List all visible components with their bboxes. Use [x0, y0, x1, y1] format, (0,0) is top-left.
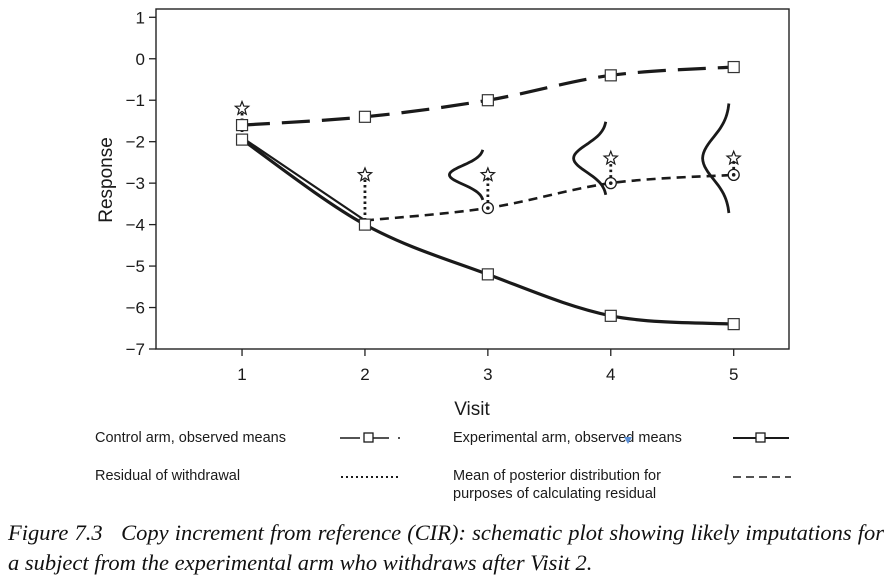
- y-tick-label: −1: [126, 91, 145, 110]
- square-marker: [604, 309, 617, 322]
- figure-caption: Figure 7.3 Copy increment from reference…: [8, 518, 884, 578]
- x-tick-label: 5: [729, 365, 738, 384]
- legend-experimental-key: [733, 432, 789, 443]
- y-tick-label: −4: [126, 216, 145, 235]
- x-tick-label: 3: [483, 365, 492, 384]
- square-marker: [235, 118, 249, 132]
- legend-control-label: Control arm, observed means: [95, 430, 286, 446]
- legend-experimental-label: Experimental arm, observed means: [453, 429, 682, 447]
- legend-posterior-key: [733, 476, 791, 478]
- square-marker: [727, 60, 740, 74]
- legend-residual-key: [341, 476, 401, 478]
- x-tick-label: 1: [237, 365, 246, 384]
- posterior-density-curve: [701, 103, 731, 214]
- star-marker: [725, 149, 742, 166]
- y-tick-label: −2: [126, 133, 145, 152]
- x-tick-label: 2: [360, 365, 369, 384]
- y-tick-label: −7: [126, 340, 145, 359]
- y-tick-label: −6: [126, 299, 145, 318]
- square-marker: [358, 218, 372, 231]
- y-tick-label: −3: [126, 174, 145, 193]
- square-marker: [358, 110, 372, 123]
- star-marker: [233, 99, 251, 116]
- y-tick-label: −5: [126, 257, 145, 276]
- legend-experimental-text-a: Experimental arm, obser: [453, 430, 611, 446]
- square-marker: [481, 268, 494, 281]
- legend-posterior-label: Mean of posterior distribution for purpo…: [453, 467, 661, 503]
- star-marker: [479, 166, 497, 182]
- square-marker: [604, 69, 617, 82]
- star-marker: [356, 166, 374, 182]
- y-axis-title: Response: [96, 137, 117, 223]
- cursor-pointer-icon: [624, 437, 632, 444]
- series-line-2: [241, 136, 366, 222]
- x-axis-title: Visit: [454, 399, 490, 420]
- square-marker: [481, 94, 494, 107]
- caption-label: Figure 7.3: [8, 520, 103, 545]
- y-tick-label: 0: [136, 50, 145, 69]
- legend-residual-label: Residual of withdrawal: [95, 468, 241, 484]
- x-tick-label: 4: [606, 365, 615, 384]
- plot-frame: [155, 8, 790, 350]
- square-marker: [235, 133, 249, 146]
- square-marker: [727, 318, 740, 331]
- star-marker: [602, 149, 619, 166]
- chart: 1 0 −1 −2 −3 −4 −5 −6 −7 1 2 3 4 5 Visit Response: [96, 8, 790, 420]
- caption-text: Copy increment from reference (CIR): sch…: [8, 520, 884, 575]
- circle-marker-dot: [731, 173, 736, 177]
- legend-control-key: [340, 432, 400, 443]
- posterior-density-curve: [447, 149, 485, 201]
- legend-experimental-text-b: ed means: [618, 430, 682, 446]
- y-tick-label: 1: [136, 8, 145, 27]
- series-line-3: [364, 173, 734, 222]
- posterior-density-curve: [572, 121, 608, 196]
- circle-marker-dot: [608, 181, 613, 185]
- legend-posterior-line1: Mean of posterior distribution for: [453, 468, 661, 484]
- circle-marker-dot: [486, 206, 490, 210]
- legend-experimental-v: v: [610, 430, 619, 446]
- legend-posterior-line2: purposes of calculating residual: [453, 486, 657, 502]
